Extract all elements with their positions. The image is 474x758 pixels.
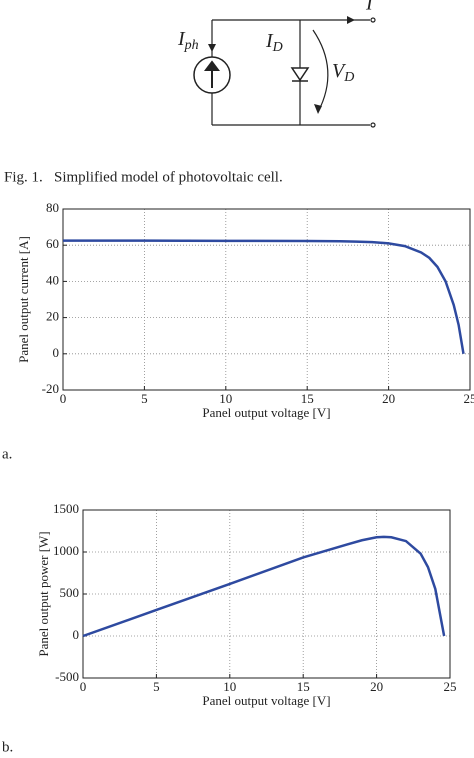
label: ID <box>265 30 283 56</box>
x-tick-label: 0 <box>80 679 87 694</box>
plot-frame <box>82 509 451 679</box>
output-arrow <box>347 16 355 24</box>
y-tick-label: 40 <box>46 272 59 287</box>
label: Iph <box>177 28 199 54</box>
y-tick-label: -20 <box>42 381 59 396</box>
x-axis-label: Panel output voltage [V] <box>202 693 330 708</box>
voltage-arrow <box>312 29 329 113</box>
x-tick-label: 10 <box>219 391 232 406</box>
x-tick-label: 0 <box>60 391 67 406</box>
wire <box>211 19 370 126</box>
x-tick-label: 15 <box>297 679 310 694</box>
wire-end <box>370 122 376 128</box>
x-axis-label: Panel output voltage [V] <box>202 405 330 420</box>
y-tick-label: 500 <box>60 585 80 600</box>
source-arrow <box>204 60 220 88</box>
voltage-arrowhead <box>314 104 322 114</box>
x-tick-label: 5 <box>141 391 148 406</box>
label: I <box>365 0 374 15</box>
current-arrow <box>208 44 216 52</box>
x-tick-label: 20 <box>370 679 383 694</box>
y-tick-label: 0 <box>73 627 80 642</box>
circuit: Iph ID VD I <box>177 0 376 128</box>
y-tick-label: 0 <box>53 345 60 360</box>
wire-end <box>370 17 376 23</box>
caption: Fig. 1. Simplified model of photovoltaic… <box>4 169 283 185</box>
y-tick-label: -500 <box>55 669 79 684</box>
diode <box>290 67 310 82</box>
data-line <box>63 239 465 355</box>
x-tick-label: 5 <box>153 679 160 694</box>
y-tick-label: 60 <box>46 236 59 251</box>
x-tick-label: 20 <box>382 391 395 406</box>
y-axis-label: Panel output power [W] <box>36 531 51 656</box>
data-line <box>82 535 446 638</box>
y-tick-label: 1500 <box>53 501 79 516</box>
panel-label: a. <box>2 446 12 462</box>
y-tick-label: 20 <box>46 309 59 324</box>
y-tick-label: 80 <box>46 200 59 215</box>
y-axis-label: Panel output current [A] <box>16 236 31 363</box>
x-tick-label: 10 <box>223 679 236 694</box>
plot-frame <box>62 208 471 391</box>
x-tick-label: 25 <box>464 391 474 406</box>
y-tick-label: 1000 <box>53 543 79 558</box>
x-tick-label: 15 <box>301 391 314 406</box>
x-tick-label: 25 <box>444 679 457 694</box>
panel-label: b. <box>2 739 13 755</box>
label: VD <box>332 60 354 86</box>
